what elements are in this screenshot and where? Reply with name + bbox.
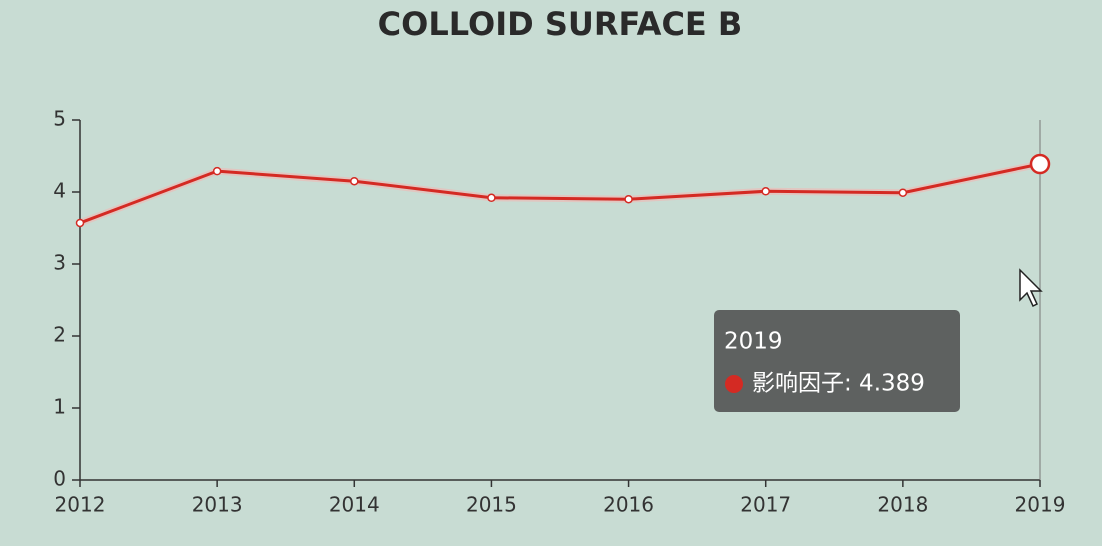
point	[212, 166, 222, 176]
x-tick-label: 2018	[877, 493, 928, 517]
tooltip-marker	[725, 375, 743, 393]
point	[75, 218, 85, 228]
tooltip-title: 2019	[724, 329, 783, 355]
x-tick-label: 2013	[192, 493, 243, 517]
y-tick-label: 0	[53, 467, 66, 491]
y-tick-label: 5	[53, 107, 66, 131]
tooltip-box	[714, 310, 960, 412]
point	[898, 188, 908, 197]
point	[487, 193, 496, 203]
point	[761, 187, 770, 196]
x-tick-label: 2016	[603, 493, 654, 517]
y-tick-label: 3	[53, 251, 66, 275]
x-tick-label: 2017	[740, 493, 791, 517]
y-tick-label: 4	[53, 179, 66, 203]
plot-area: 0 1 2 3 4 5 2012 2013 2014 2015 2016 2017 2018 2019	[53, 107, 1065, 517]
point	[350, 176, 359, 186]
point	[1029, 153, 1051, 175]
cursor	[1019, 268, 1043, 308]
tooltip-text: 影响因子: 4.389	[752, 371, 925, 397]
x-tick-label: 2015	[466, 493, 517, 517]
point	[624, 194, 633, 204]
x-tick-label: 2019	[1015, 493, 1066, 517]
y-tick-label: 1	[53, 395, 66, 419]
chart-title: COLLOID SURFACE B	[378, 5, 743, 43]
tooltip: 2019 影响因子: 4.389	[714, 310, 960, 412]
y-tick-label: 2	[53, 323, 66, 347]
x-tick-label: 2014	[329, 493, 380, 517]
line	[79, 162, 1041, 225]
x-tick-label: 2012	[55, 493, 106, 517]
